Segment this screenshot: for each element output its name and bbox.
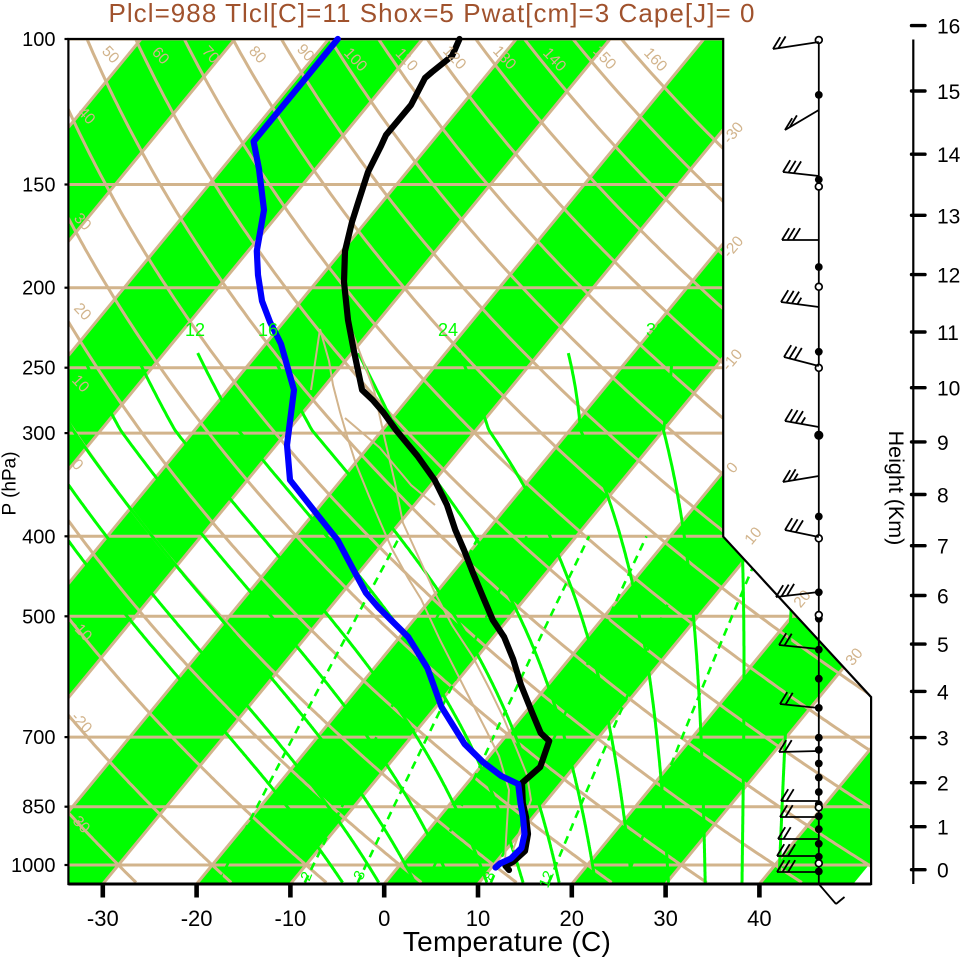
svg-text:Plcl=988 Tlcl[C]=11 Shox=5 Pwa: Plcl=988 Tlcl[C]=11 Shox=5 Pwat[cm]=3 Ca… xyxy=(108,0,755,28)
svg-text:7: 7 xyxy=(937,536,949,559)
svg-text:250: 250 xyxy=(22,358,55,380)
svg-text:-10: -10 xyxy=(275,906,307,931)
svg-text:400: 400 xyxy=(22,526,55,548)
svg-text:0: 0 xyxy=(937,860,949,883)
svg-text:32: 32 xyxy=(646,320,666,340)
svg-text:200: 200 xyxy=(22,278,55,300)
svg-text:700: 700 xyxy=(22,727,55,749)
svg-text:12: 12 xyxy=(536,868,558,890)
svg-text:-30: -30 xyxy=(87,906,119,931)
svg-text:11: 11 xyxy=(937,322,959,345)
svg-text:P (hPa): P (hPa) xyxy=(0,451,21,515)
svg-text:16: 16 xyxy=(937,16,960,39)
svg-text:100: 100 xyxy=(22,29,55,51)
svg-text:850: 850 xyxy=(22,797,55,819)
svg-text:3: 3 xyxy=(937,728,949,751)
svg-text:0: 0 xyxy=(378,906,390,931)
svg-text:150: 150 xyxy=(22,175,55,197)
svg-text:1: 1 xyxy=(937,817,949,840)
svg-text:20: 20 xyxy=(560,906,584,931)
svg-text:10: 10 xyxy=(937,378,960,401)
svg-text:Height (Km): Height (Km) xyxy=(884,431,908,546)
svg-text:13: 13 xyxy=(937,205,960,228)
svg-text:5: 5 xyxy=(937,634,949,657)
svg-text:24: 24 xyxy=(438,320,458,340)
svg-text:Temperature (C): Temperature (C) xyxy=(403,926,611,957)
svg-text:14: 14 xyxy=(937,144,961,167)
svg-text:30: 30 xyxy=(653,906,677,931)
svg-text:9: 9 xyxy=(937,432,949,455)
svg-text:-20: -20 xyxy=(181,906,213,931)
svg-text:6: 6 xyxy=(937,586,949,609)
svg-text:2: 2 xyxy=(937,773,949,796)
svg-text:15: 15 xyxy=(937,81,960,104)
svg-text:12: 12 xyxy=(937,265,960,288)
svg-text:16: 16 xyxy=(258,320,278,340)
svg-text:10: 10 xyxy=(466,906,490,931)
svg-text:4: 4 xyxy=(937,681,949,704)
svg-text:8: 8 xyxy=(937,485,949,508)
svg-text:500: 500 xyxy=(22,606,55,628)
svg-text:300: 300 xyxy=(22,423,55,445)
svg-text:12: 12 xyxy=(185,320,205,340)
svg-text:1000: 1000 xyxy=(11,855,56,877)
svg-text:40: 40 xyxy=(747,906,771,931)
